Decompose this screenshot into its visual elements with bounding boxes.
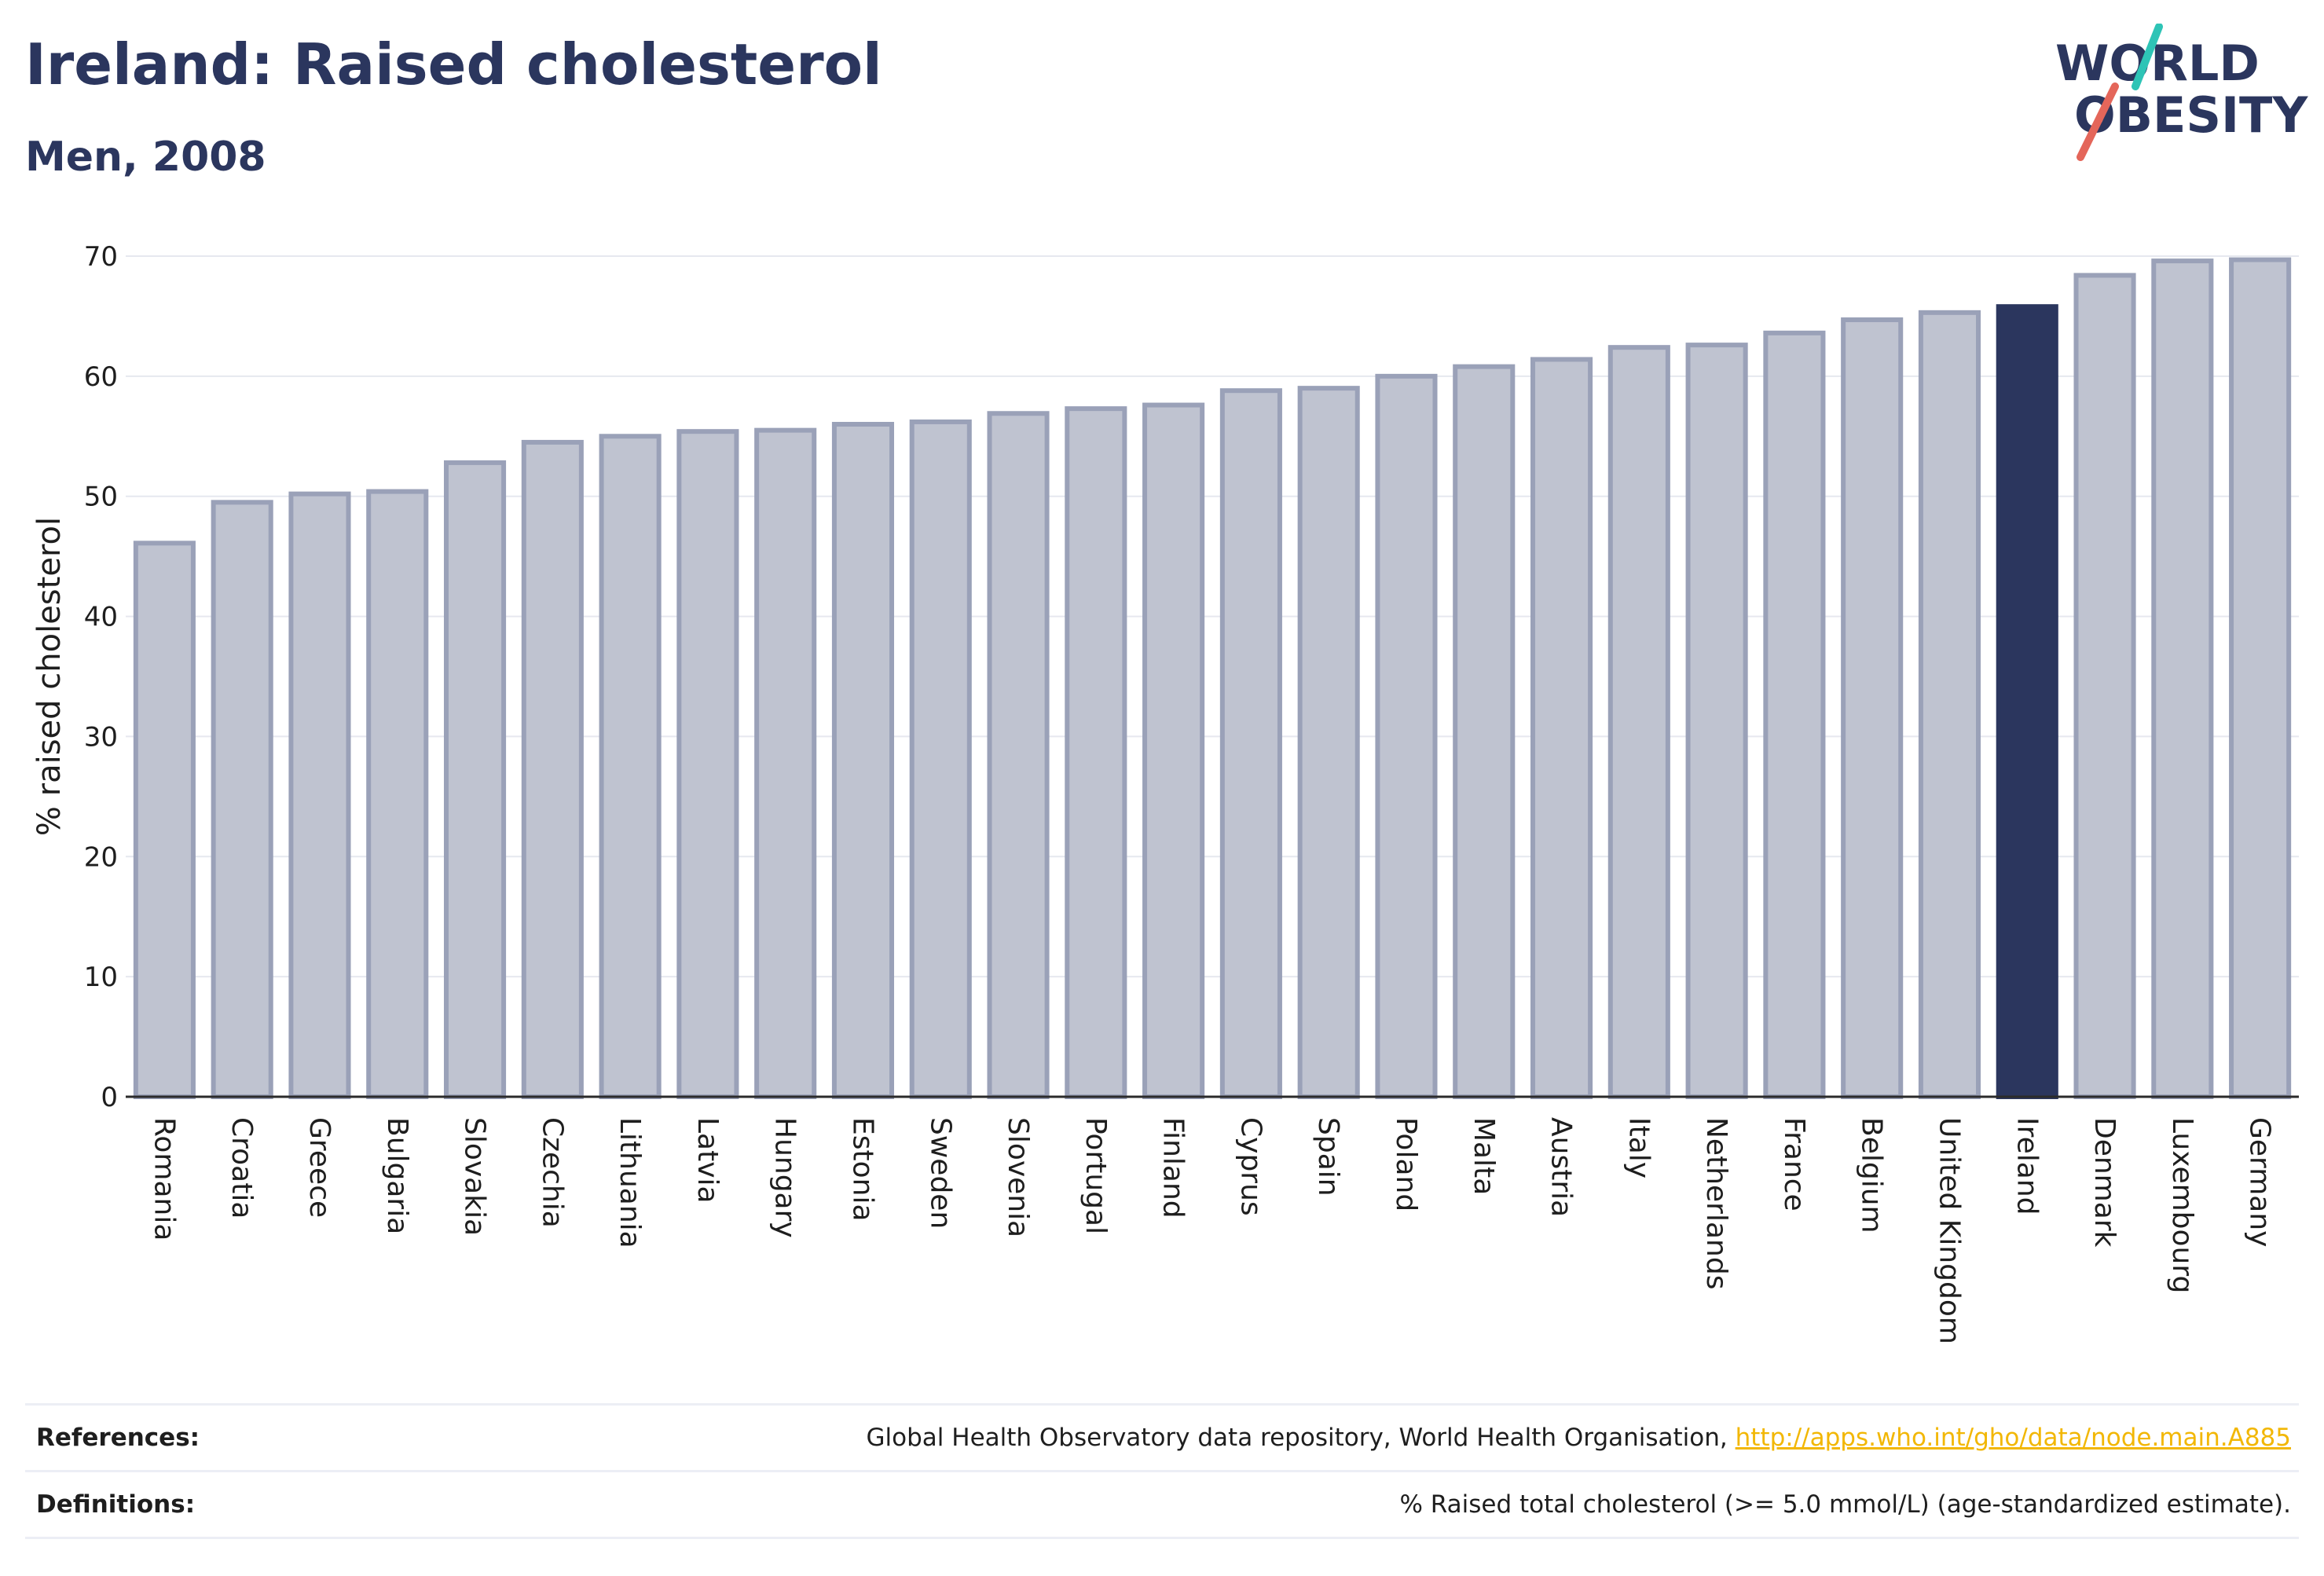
bar-cyprus bbox=[1219, 388, 1282, 1099]
x-tick-label: Finland bbox=[1157, 1117, 1189, 1219]
bar-italy bbox=[1607, 345, 1670, 1099]
references-row: References: Global Health Observatory da… bbox=[25, 1403, 2299, 1470]
bar-lithuania bbox=[599, 434, 662, 1099]
x-tick-label: Luxembourg bbox=[2166, 1117, 2198, 1293]
bar-austria bbox=[1530, 357, 1593, 1099]
x-tick-label: Germany bbox=[2244, 1117, 2276, 1247]
bar-sweden bbox=[909, 419, 972, 1099]
bar-czechia bbox=[521, 439, 584, 1099]
logo-line1: WORLD bbox=[2055, 35, 2260, 92]
page-title: Ireland: Raised cholesterol bbox=[25, 31, 882, 97]
bar-romania bbox=[133, 541, 196, 1099]
x-tick-label: United Kingdom bbox=[1933, 1117, 1965, 1344]
y-tick-label: 50 bbox=[84, 482, 118, 513]
x-tick-label: Cyprus bbox=[1234, 1117, 1266, 1216]
references-text: Global Health Observatory data repositor… bbox=[866, 1424, 1736, 1452]
x-tick-label: Ireland bbox=[2011, 1117, 2043, 1215]
y-tick-label: 60 bbox=[84, 361, 118, 393]
x-tick-label: Romania bbox=[148, 1117, 180, 1241]
bar-finland bbox=[1142, 402, 1205, 1099]
bar-united-kingdom bbox=[1918, 310, 1981, 1100]
logo-slash-coral bbox=[2077, 82, 2119, 161]
x-tick-label: Latvia bbox=[691, 1117, 724, 1204]
y-tick-label: 20 bbox=[84, 841, 118, 873]
x-tick-label: Croatia bbox=[225, 1117, 258, 1219]
x-tick-label: Austria bbox=[1545, 1117, 1578, 1217]
x-tick-label: Poland bbox=[1390, 1117, 1422, 1211]
x-tick-label: Sweden bbox=[924, 1117, 956, 1229]
x-tick-label: Bulgaria bbox=[381, 1117, 413, 1234]
y-tick-label: 70 bbox=[84, 241, 118, 273]
bar-france bbox=[1763, 330, 1826, 1100]
bar-ireland bbox=[1996, 304, 2058, 1099]
x-tick-label: Portugal bbox=[1080, 1117, 1112, 1234]
page-subtitle: Men, 2008 bbox=[25, 134, 266, 181]
x-tick-label: Spain bbox=[1312, 1117, 1344, 1197]
footer: References: Global Health Observatory da… bbox=[25, 1403, 2299, 1539]
bar-poland bbox=[1375, 373, 1438, 1100]
world-obesity-logo: WORLD OBESITY bbox=[2055, 24, 2308, 161]
bar-spain bbox=[1297, 386, 1360, 1099]
x-tick-label: Czechia bbox=[536, 1117, 568, 1228]
x-tick-label: Hungary bbox=[769, 1117, 801, 1238]
y-axis-label: % raised cholesterol bbox=[31, 517, 68, 836]
bar-slovakia bbox=[443, 460, 507, 1099]
definitions-text: % Raised total cholesterol (>= 5.0 mmol/… bbox=[1399, 1490, 2291, 1519]
bar-greece bbox=[288, 491, 351, 1099]
bar-chart: 0 10 20 30 40 50 60 70 % raised cholesterol Roman… bbox=[31, 241, 2299, 1344]
definitions-label: Definitions: bbox=[36, 1490, 196, 1519]
x-tick-label: Slovenia bbox=[1002, 1117, 1034, 1237]
bar-belgium bbox=[1841, 317, 1904, 1099]
references-value: Global Health Observatory data repositor… bbox=[867, 1424, 2299, 1452]
logo-slash-teal bbox=[2132, 24, 2163, 90]
bar-latvia bbox=[676, 429, 739, 1099]
x-tick-label: Denmark bbox=[2088, 1117, 2121, 1248]
x-tick-label: Netherlands bbox=[1700, 1117, 1732, 1289]
bar-croatia bbox=[211, 500, 273, 1099]
bar-malta bbox=[1453, 364, 1516, 1099]
bar-portugal bbox=[1065, 406, 1127, 1099]
references-label: References: bbox=[36, 1424, 200, 1452]
x-tick-label: Malta bbox=[1468, 1117, 1500, 1195]
x-tick-label: Belgium bbox=[1856, 1117, 1888, 1233]
x-tick-label: Greece bbox=[303, 1117, 335, 1218]
y-tick-label: 10 bbox=[84, 962, 118, 993]
definitions-row: Definitions: % Raised total cholesterol … bbox=[25, 1470, 2299, 1539]
x-tick-label: Estonia bbox=[846, 1117, 878, 1222]
bar-estonia bbox=[831, 422, 895, 1099]
bar-luxembourg bbox=[2151, 258, 2214, 1100]
bar-hungary bbox=[754, 427, 817, 1099]
x-tick-label: France bbox=[1778, 1117, 1810, 1211]
y-tick-label: 30 bbox=[84, 721, 118, 753]
y-tick-label: 0 bbox=[101, 1082, 118, 1113]
bar-slovenia bbox=[987, 411, 1050, 1099]
x-tick-label: Lithuania bbox=[614, 1117, 646, 1248]
bar-bulgaria bbox=[366, 489, 429, 1099]
x-tick-label: Italy bbox=[1622, 1117, 1655, 1178]
references-link[interactable]: http://apps.who.int/gho/data/node.main.A… bbox=[1735, 1424, 2291, 1452]
bar-germany bbox=[2229, 257, 2292, 1100]
x-tick-label: Slovakia bbox=[459, 1117, 491, 1236]
y-tick-label: 40 bbox=[84, 602, 118, 633]
bar-netherlands bbox=[1685, 343, 1748, 1100]
bar-denmark bbox=[2073, 273, 2136, 1099]
